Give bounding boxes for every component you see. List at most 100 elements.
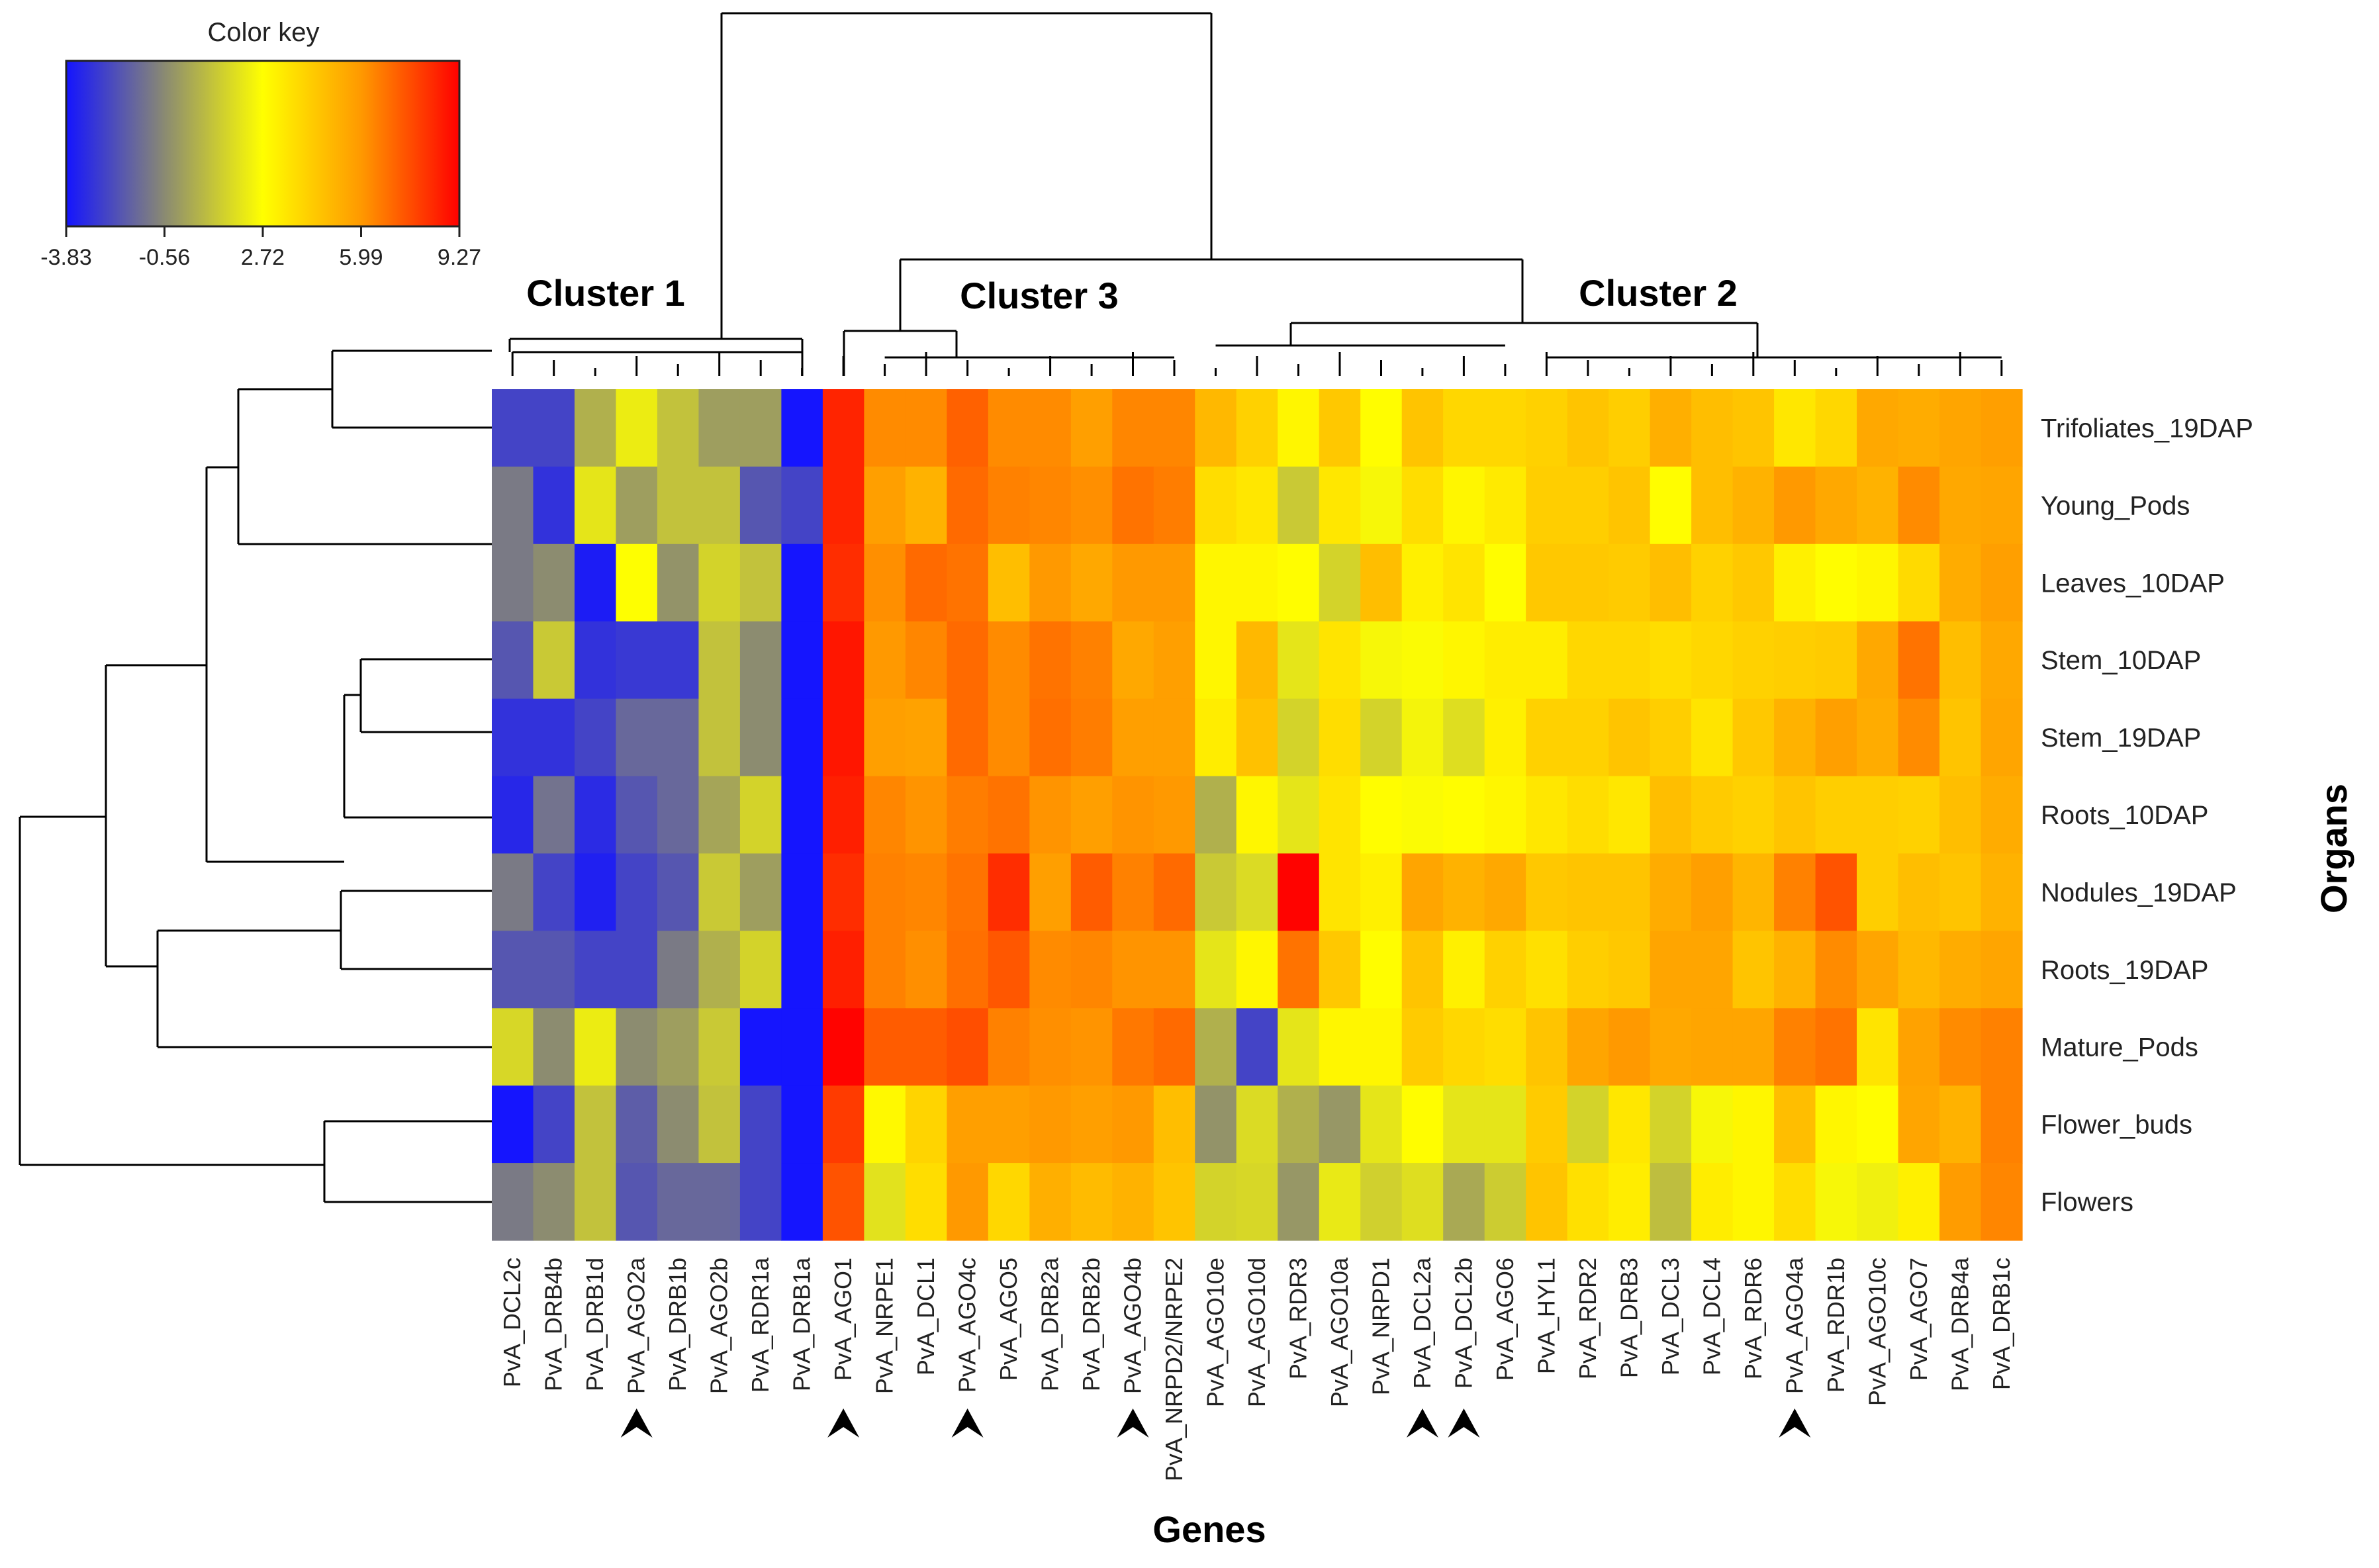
heatmap-cell xyxy=(1691,621,1734,700)
column-label: PvA_AGO10c xyxy=(1863,1258,1890,1406)
heatmap-cell xyxy=(1029,931,1072,1009)
heatmap-cell xyxy=(1981,389,2023,467)
color-key-tick-label: 9.27 xyxy=(438,245,481,270)
heatmap-cell xyxy=(1443,466,1485,545)
heatmap-cell xyxy=(698,853,741,931)
heatmap-cell xyxy=(1070,1163,1113,1241)
heatmap-cell xyxy=(1815,466,1857,545)
heatmap-cell xyxy=(1650,543,1692,622)
heatmap-cell xyxy=(1484,931,1526,1009)
heatmap-cell xyxy=(988,931,1030,1009)
heatmap-cell xyxy=(988,1008,1030,1086)
heatmap-cell xyxy=(822,543,864,622)
column-label: PvA_AGO5 xyxy=(995,1258,1022,1381)
heatmap-cell xyxy=(1981,621,2023,700)
heatmap-cell xyxy=(1650,1008,1692,1086)
heatmap-cell xyxy=(574,853,617,931)
row-label: Young_Pods xyxy=(2041,491,2190,520)
arrow-marker xyxy=(620,1408,653,1438)
heatmap-cell xyxy=(492,389,534,467)
heatmap-cell xyxy=(1526,621,1568,700)
heatmap-cell xyxy=(1360,776,1403,854)
heatmap-cell xyxy=(1070,389,1113,467)
heatmap-cell xyxy=(1112,776,1154,854)
heatmap-cell xyxy=(1236,389,1278,467)
heatmap-cell xyxy=(1360,931,1403,1009)
heatmap-cell xyxy=(1153,466,1195,545)
column-label: PvA_AGO6 xyxy=(1491,1258,1518,1381)
heatmap-cell xyxy=(781,389,823,467)
heatmap-cell xyxy=(905,466,947,545)
heatmap-cell xyxy=(1567,853,1609,931)
heatmap-cell xyxy=(657,621,700,700)
heatmap-cell xyxy=(781,543,823,622)
heatmap-cell xyxy=(1029,698,1072,777)
heatmap-cell xyxy=(905,931,947,1009)
heatmap-cell xyxy=(1939,1085,1982,1164)
heatmap-cell xyxy=(1815,543,1857,622)
row-label: Flower_buds xyxy=(2041,1111,2192,1140)
heatmap-cell xyxy=(1981,1163,2023,1241)
column-label: PvA_DRB4a xyxy=(1946,1257,1973,1391)
heatmap-cell xyxy=(1567,466,1609,545)
heatmap-cell xyxy=(1691,698,1734,777)
heatmap-cell xyxy=(1609,1008,1651,1086)
heatmap-cell xyxy=(1112,1008,1154,1086)
heatmap-cell xyxy=(1650,931,1692,1009)
column-label: PvA_DCL4 xyxy=(1698,1258,1725,1375)
heatmap-cell xyxy=(1691,1085,1734,1164)
heatmap-cell xyxy=(1567,698,1609,777)
heatmap-cell xyxy=(822,698,864,777)
heatmap-cell xyxy=(1857,389,1899,467)
heatmap-cell xyxy=(1691,931,1734,1009)
heatmap-cell xyxy=(1112,698,1154,777)
heatmap-cell xyxy=(492,1008,534,1086)
column-label: PvA_AGO2b xyxy=(706,1258,733,1394)
heatmap-cell xyxy=(1443,389,1485,467)
heatmap-cell xyxy=(657,931,700,1009)
column-label: PvA_DCL2a xyxy=(1409,1257,1436,1389)
heatmap-cell xyxy=(1236,1085,1278,1164)
heatmap-cell xyxy=(657,698,700,777)
heatmap-cell xyxy=(905,621,947,700)
heatmap-cell xyxy=(1650,389,1692,467)
heatmap-cell xyxy=(1732,621,1775,700)
heatmap-cell xyxy=(1857,698,1899,777)
heatmap-cell xyxy=(822,621,864,700)
heatmap-cell xyxy=(1360,466,1403,545)
heatmap-cell xyxy=(492,776,534,854)
heatmap-cell xyxy=(1112,1163,1154,1241)
heatmap-cell xyxy=(657,1085,700,1164)
heatmap-cell xyxy=(657,543,700,622)
row-label: Leaves_10DAP xyxy=(2041,569,2225,598)
heatmap-cell xyxy=(1319,1008,1361,1086)
heatmap-cell xyxy=(1401,621,1444,700)
heatmap-cell xyxy=(739,1163,782,1241)
heatmap-cell xyxy=(781,1008,823,1086)
column-label: PvA_HYL1 xyxy=(1532,1258,1560,1374)
heatmap-cell xyxy=(739,698,782,777)
heatmap-cell xyxy=(657,776,700,854)
heatmap-cell xyxy=(698,466,741,545)
heatmap-cell xyxy=(1070,698,1113,777)
arrow-marker xyxy=(1117,1408,1149,1438)
heatmap-cell xyxy=(616,931,658,1009)
column-label: PvA_AGO1 xyxy=(829,1258,857,1381)
heatmap-cell xyxy=(1526,1008,1568,1086)
heatmap-cell xyxy=(492,1085,534,1164)
column-label: PvA_AGO10a xyxy=(1326,1257,1353,1407)
heatmap-cell xyxy=(1567,931,1609,1009)
heatmap-cell xyxy=(698,698,741,777)
column-label: PvA_AGO10d xyxy=(1243,1258,1270,1407)
heatmap-cell xyxy=(1443,776,1485,854)
heatmap-cell xyxy=(1815,389,1857,467)
heatmap-cell xyxy=(1732,853,1775,931)
column-label: PvA_DRB1a xyxy=(788,1257,816,1391)
heatmap-cell xyxy=(1443,931,1485,1009)
heatmap-cell xyxy=(1567,776,1609,854)
heatmap-cell xyxy=(822,931,864,1009)
heatmap-cell xyxy=(1070,1085,1113,1164)
heatmap-cell xyxy=(1070,931,1113,1009)
heatmap-cell xyxy=(1732,776,1775,854)
